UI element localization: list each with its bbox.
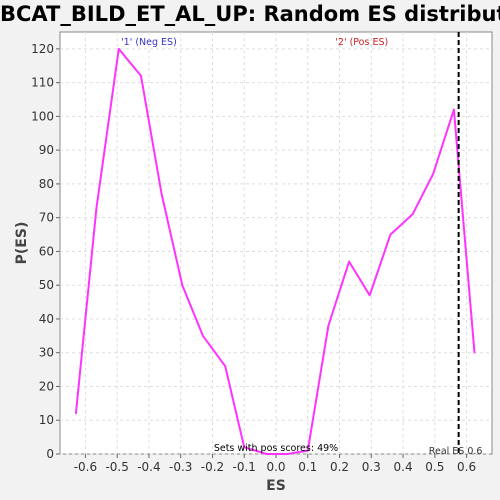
data-point [348, 260, 350, 263]
data-point [473, 351, 476, 354]
grid [60, 32, 492, 455]
annotations: '1' (Neg ES) '2' (Pos ES) Sets with pos … [121, 37, 482, 457]
x-tick-label: 0.6 [457, 460, 476, 474]
y-tick-label: 120 [31, 42, 54, 56]
y-tick-label: 110 [31, 76, 54, 90]
x-tick-label: 0.3 [362, 460, 381, 474]
x-tick-label: -0.6 [74, 460, 97, 474]
data-point [411, 213, 414, 216]
y-axis-title: P(ES) [14, 222, 30, 265]
x-tick-label: -0.2 [201, 460, 224, 474]
y-tick-label: 90 [39, 143, 54, 157]
x-tick-label: -0.1 [233, 460, 256, 474]
y-tick-label: 80 [39, 177, 54, 191]
real-es-label: Real ES 0.6 [429, 446, 483, 457]
y-tick-label: 30 [39, 346, 54, 360]
data-point [95, 206, 98, 209]
data-point [327, 324, 330, 327]
data-point [140, 75, 142, 77]
y-tick-label: 10 [39, 413, 54, 427]
y-tick-label: 0 [46, 447, 54, 461]
x-tick-label: 0.2 [330, 460, 349, 474]
y-tick-label: 60 [39, 244, 54, 258]
data-point [117, 48, 120, 50]
data-point [286, 453, 288, 455]
x-tick-label: -0.4 [137, 460, 160, 474]
data-point [224, 365, 226, 368]
x-tick-label: 0.4 [394, 460, 413, 474]
y-tick-label: 50 [39, 278, 54, 292]
y-tick-label: 70 [39, 211, 54, 225]
data-point [453, 108, 455, 111]
data-point [202, 335, 204, 337]
x-tick-label: 0.1 [298, 460, 317, 474]
data-point [181, 284, 184, 287]
chart-title: BCAT_BILD_ET_AL_UP: Random ES distributi… [0, 2, 500, 26]
series-line [74, 47, 476, 455]
y-tick-label: 20 [39, 379, 54, 393]
pos-es-label: '2' (Pos ES) [335, 37, 388, 48]
data-point [432, 172, 435, 175]
x-tick-label: 0.0 [266, 460, 285, 474]
data-point [160, 193, 163, 195]
data-point [75, 412, 77, 415]
x-tick-label: -0.3 [169, 460, 192, 474]
series-layer [74, 32, 476, 455]
y-tick-label: 100 [31, 109, 54, 123]
x-axis-title: ES [266, 478, 286, 494]
y-tick-label: 40 [39, 312, 54, 326]
data-point [243, 446, 246, 449]
data-point [368, 294, 371, 297]
x-tick-label: 0.5 [425, 460, 444, 474]
data-point [265, 453, 268, 455]
data-point [306, 449, 309, 452]
pos-scores-label: Sets with pos scores: 49% [214, 443, 338, 454]
x-tick-label: -0.5 [105, 460, 128, 474]
axis-ticks: 0 10 20 30 40 50 60 70 80 90 100 110 120 -0.6 -0.5 -0.4… [31, 42, 476, 474]
neg-es-label: '1' (Neg ES) [121, 37, 177, 48]
data-point [389, 233, 392, 236]
